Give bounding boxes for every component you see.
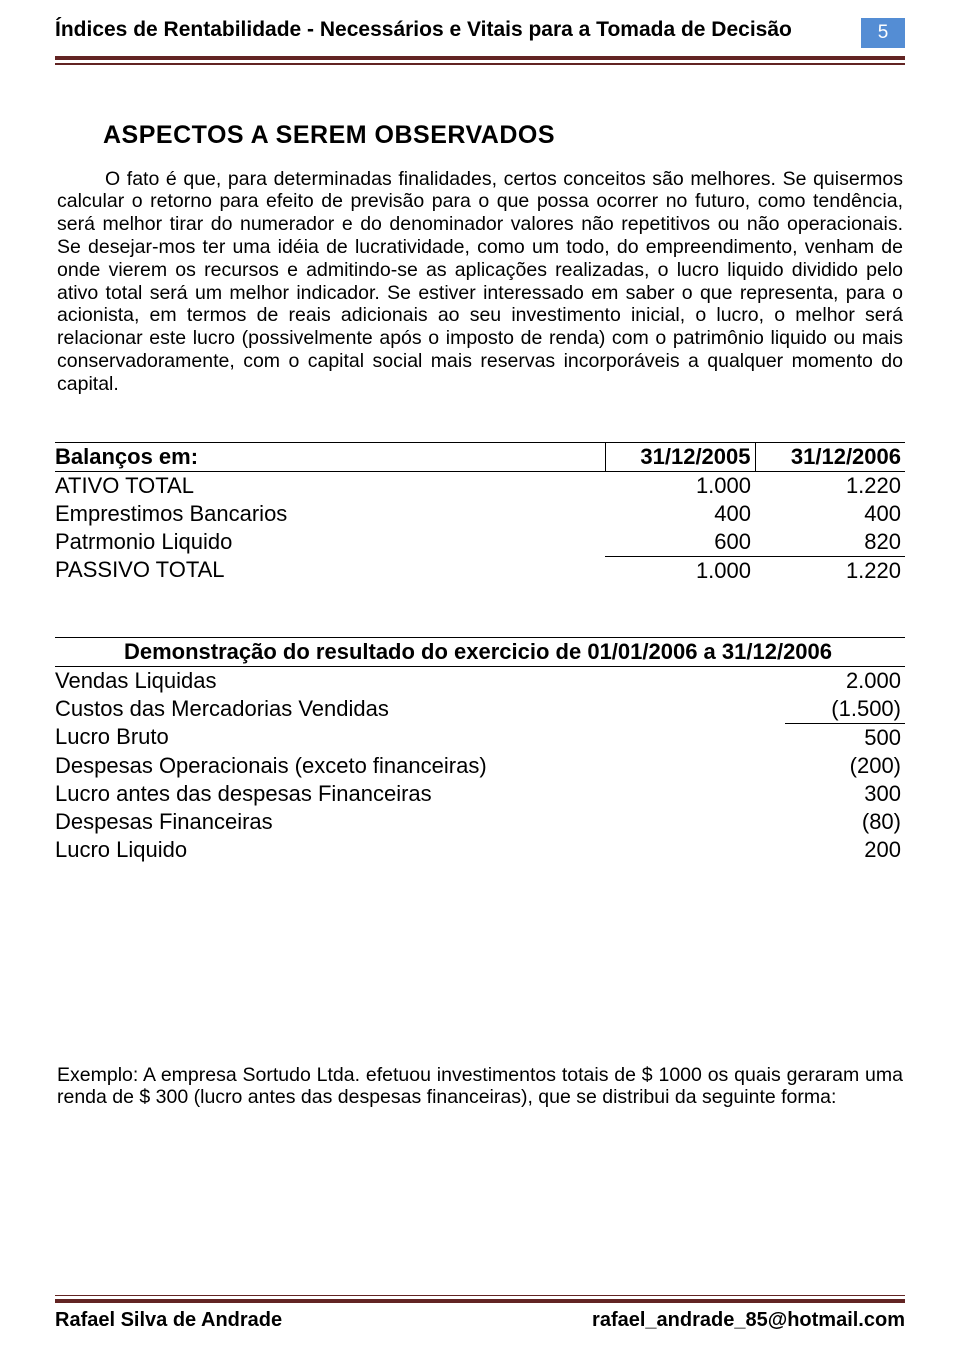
table-row: Lucro Liquido 200 bbox=[55, 836, 905, 864]
dre-header: Demonstração do resultado do exercicio d… bbox=[55, 637, 905, 666]
footer-author: Rafael Silva de Andrade bbox=[55, 1309, 282, 1332]
page-footer: Rafael Silva de Andrade rafael_andrade_8… bbox=[55, 1295, 905, 1333]
page-header: Índices de Rentabilidade - Necessários e… bbox=[55, 0, 905, 48]
balance-header-c1: 31/12/2005 bbox=[605, 442, 755, 471]
cell-label: Lucro Liquido bbox=[55, 836, 785, 864]
header-title: Índices de Rentabilidade - Necessários e… bbox=[55, 18, 849, 42]
balance-header-c2: 31/12/2006 bbox=[755, 442, 905, 471]
cell-value: 1.000 bbox=[605, 471, 755, 500]
cell-value: 2.000 bbox=[785, 666, 905, 695]
body-first-line: O fato é que, para determinadas finalida… bbox=[105, 168, 806, 190]
page-number-badge: 5 bbox=[861, 18, 905, 48]
cell-label: Lucro Bruto bbox=[55, 723, 785, 752]
cell-value: 1.220 bbox=[755, 471, 905, 500]
example-paragraph: Exemplo: A empresa Sortudo Ltda. efetuou… bbox=[55, 1064, 905, 1110]
cell-value: 600 bbox=[605, 528, 755, 557]
cell-label: ATIVO TOTAL bbox=[55, 471, 605, 500]
cell-value: 1.220 bbox=[755, 556, 905, 585]
table-row: ATIVO TOTAL 1.000 1.220 bbox=[55, 471, 905, 500]
cell-value: 200 bbox=[785, 836, 905, 864]
dre-header-row: Demonstração do resultado do exercicio d… bbox=[55, 637, 905, 666]
cell-label: Despesas Operacionais (exceto financeira… bbox=[55, 752, 785, 780]
cell-value: 400 bbox=[605, 500, 755, 528]
header-rules bbox=[55, 56, 905, 65]
section-heading: ASPECTOS A SEREM OBSERVADOS bbox=[103, 121, 905, 150]
table-row: Emprestimos Bancarios 400 400 bbox=[55, 500, 905, 528]
table-row: Lucro antes das despesas Financeiras 300 bbox=[55, 780, 905, 808]
table-row: Lucro Bruto 500 bbox=[55, 723, 905, 752]
body-rest: quisermos calcular o retorno para efeito… bbox=[57, 168, 903, 395]
cell-label: PASSIVO TOTAL bbox=[55, 556, 605, 585]
cell-value: 1.000 bbox=[605, 556, 755, 585]
cell-label: Emprestimos Bancarios bbox=[55, 500, 605, 528]
balance-header-label: Balanços em: bbox=[55, 442, 605, 471]
table-header-row: Balanços em: 31/12/2005 31/12/2006 bbox=[55, 442, 905, 471]
cell-value: (80) bbox=[785, 808, 905, 836]
cell-label: Vendas Liquidas bbox=[55, 666, 785, 695]
footer-rules bbox=[55, 1295, 905, 1304]
dre-table: Demonstração do resultado do exercicio d… bbox=[55, 637, 905, 864]
footer-email: rafael_andrade_85@hotmail.com bbox=[592, 1309, 905, 1332]
balance-table: Balanços em: 31/12/2005 31/12/2006 ATIVO… bbox=[55, 442, 905, 585]
cell-label: Custos das Mercadorias Vendidas bbox=[55, 695, 785, 724]
body-paragraph: O fato é que, para determinadas finalida… bbox=[55, 168, 905, 396]
cell-value: 820 bbox=[755, 528, 905, 557]
cell-value: 500 bbox=[785, 723, 905, 752]
cell-value: (1.500) bbox=[785, 695, 905, 724]
cell-label: Patrmonio Liquido bbox=[55, 528, 605, 557]
table-row: PASSIVO TOTAL 1.000 1.220 bbox=[55, 556, 905, 585]
table-row: Despesas Financeiras (80) bbox=[55, 808, 905, 836]
table-row: Custos das Mercadorias Vendidas (1.500) bbox=[55, 695, 905, 724]
cell-label: Despesas Financeiras bbox=[55, 808, 785, 836]
cell-label: Lucro antes das despesas Financeiras bbox=[55, 780, 785, 808]
cell-value: 400 bbox=[755, 500, 905, 528]
cell-value: 300 bbox=[785, 780, 905, 808]
table-row: Despesas Operacionais (exceto financeira… bbox=[55, 752, 905, 780]
cell-value: (200) bbox=[785, 752, 905, 780]
table-row: Vendas Liquidas 2.000 bbox=[55, 666, 905, 695]
table-row: Patrmonio Liquido 600 820 bbox=[55, 528, 905, 557]
